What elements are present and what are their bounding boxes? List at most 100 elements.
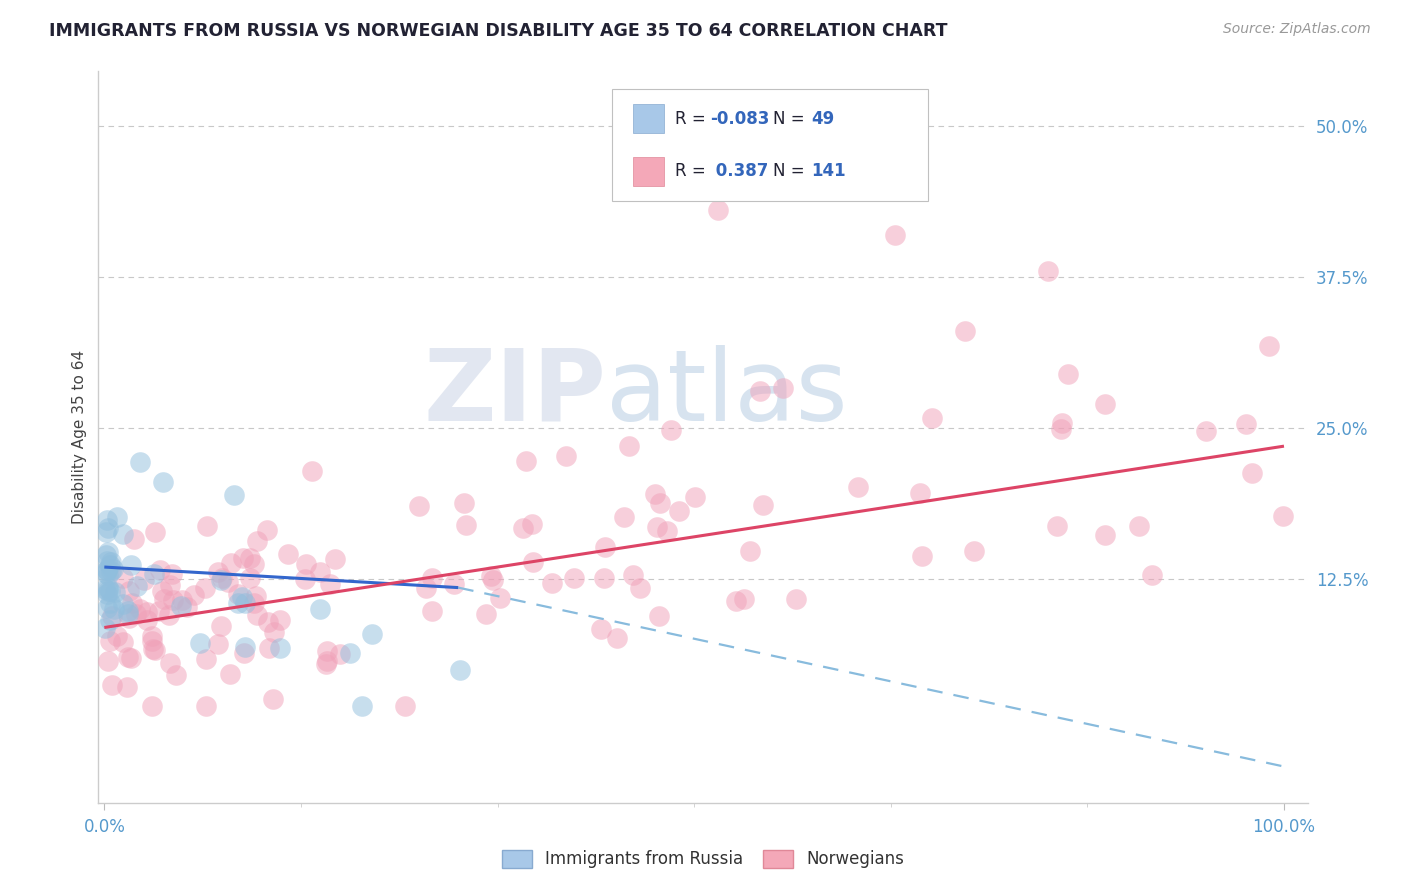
- Point: [315, 643, 337, 657]
- Point: [211, 571, 233, 585]
- Text: -0.083: -0.083: [710, 110, 769, 128]
- Point: [94, 621, 117, 635]
- Point: [301, 464, 323, 478]
- Point: [1271, 508, 1294, 523]
- Point: [103, 602, 125, 616]
- Point: [308, 566, 330, 580]
- Point: [1195, 424, 1218, 438]
- Point: [162, 593, 184, 607]
- Point: [659, 423, 682, 437]
- Point: [706, 203, 728, 218]
- Point: [541, 576, 564, 591]
- Point: [256, 615, 278, 629]
- Point: [454, 518, 477, 533]
- Point: [319, 576, 342, 591]
- Point: [245, 590, 267, 604]
- Point: [785, 591, 807, 606]
- Point: [242, 596, 264, 610]
- Point: [101, 608, 124, 623]
- Text: Source: ZipAtlas.com: Source: ZipAtlas.com: [1223, 22, 1371, 37]
- Point: [453, 496, 475, 510]
- Point: [101, 678, 124, 692]
- Point: [482, 573, 505, 587]
- Point: [752, 498, 775, 512]
- Point: [294, 572, 316, 586]
- Point: [562, 571, 585, 585]
- Point: [96, 563, 118, 577]
- Point: [420, 604, 443, 618]
- Point: [910, 485, 932, 500]
- Point: [105, 630, 128, 644]
- Point: [150, 584, 173, 599]
- Point: [143, 525, 166, 540]
- Point: [1140, 567, 1163, 582]
- Point: [170, 599, 193, 613]
- Point: [489, 591, 512, 605]
- Point: [1056, 367, 1078, 381]
- Point: [522, 555, 544, 569]
- Point: [474, 607, 496, 622]
- Legend: Immigrants from Russia, Norwegians: Immigrants from Russia, Norwegians: [495, 843, 911, 875]
- Text: N =: N =: [773, 162, 810, 180]
- Point: [195, 699, 218, 714]
- Point: [96, 566, 118, 580]
- Point: [394, 699, 416, 714]
- Point: [648, 609, 671, 624]
- Point: [170, 592, 193, 607]
- Point: [112, 635, 135, 649]
- Text: 49: 49: [811, 110, 835, 128]
- Point: [443, 577, 465, 591]
- Point: [231, 591, 253, 605]
- Point: [1050, 422, 1073, 436]
- Text: R =: R =: [675, 110, 711, 128]
- Point: [239, 571, 262, 585]
- Point: [98, 583, 121, 598]
- Point: [148, 564, 170, 578]
- Point: [295, 557, 318, 571]
- Point: [100, 596, 122, 610]
- Point: [772, 381, 794, 395]
- Point: [120, 558, 142, 572]
- Point: [613, 510, 636, 524]
- Point: [97, 567, 120, 582]
- Point: [742, 167, 765, 181]
- Point: [246, 607, 269, 622]
- Point: [96, 587, 118, 601]
- Point: [104, 584, 127, 599]
- Point: [207, 565, 229, 579]
- Point: [118, 611, 141, 625]
- Text: IMMIGRANTS FROM RUSSIA VS NORWEGIAN DISABILITY AGE 35 TO 64 CORRELATION CHART: IMMIGRANTS FROM RUSSIA VS NORWEGIAN DISA…: [49, 22, 948, 40]
- Point: [1036, 264, 1059, 278]
- Point: [117, 604, 139, 618]
- Point: [309, 601, 332, 615]
- Point: [749, 384, 772, 398]
- Point: [159, 578, 181, 592]
- Point: [245, 533, 267, 548]
- Point: [141, 629, 163, 643]
- Point: [963, 543, 986, 558]
- Point: [883, 227, 905, 242]
- Point: [226, 596, 249, 610]
- Point: [97, 521, 120, 535]
- Point: [315, 657, 337, 672]
- Point: [125, 579, 148, 593]
- Point: [103, 561, 125, 575]
- Point: [515, 454, 537, 468]
- Point: [256, 523, 278, 537]
- Point: [159, 657, 181, 671]
- Point: [323, 552, 346, 566]
- Point: [148, 604, 170, 618]
- Point: [846, 480, 869, 494]
- Point: [415, 581, 437, 595]
- Point: [262, 692, 284, 706]
- Point: [105, 510, 128, 524]
- Point: [136, 605, 159, 619]
- Point: [738, 543, 761, 558]
- Point: [644, 486, 666, 500]
- Point: [269, 613, 291, 627]
- Point: [176, 600, 198, 615]
- Point: [420, 571, 443, 585]
- Point: [269, 640, 291, 655]
- Point: [329, 647, 352, 661]
- Point: [520, 517, 543, 532]
